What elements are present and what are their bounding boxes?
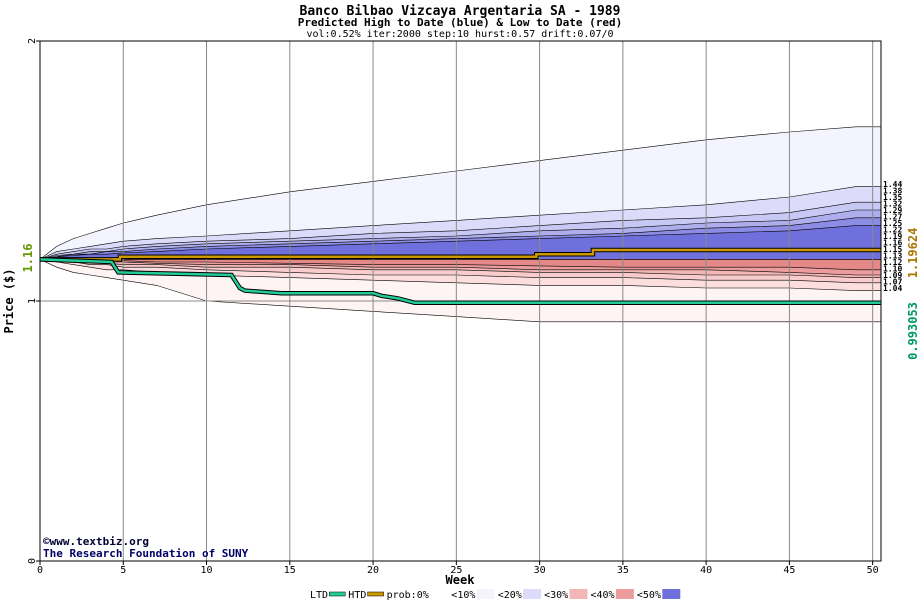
right-quantile-label: 1.44: [883, 180, 902, 189]
legend-label: prob:0%: [387, 590, 429, 600]
htd-end-label: 1.19624: [906, 228, 920, 279]
legend-swatch: [569, 589, 588, 599]
right-quantile-label: 1.10: [883, 265, 902, 274]
legend-swatch: [367, 591, 384, 597]
legend-swatch: [523, 589, 542, 599]
legend-swatch: [615, 589, 634, 599]
x-tick-label: 10: [201, 565, 213, 576]
ltd-line: [39, 258, 881, 305]
legend-label: LTD: [310, 590, 328, 600]
legend-swatch: [662, 589, 681, 599]
right-quantile-label: 1.38: [883, 187, 902, 196]
series-lines: [39, 247, 881, 306]
legend-label: <50%: [637, 590, 661, 600]
y-axis-label: Price ($): [2, 268, 16, 333]
right-quantile-label: 1.32: [883, 200, 902, 209]
ltd-end-label: 0.993053: [906, 302, 920, 360]
y-tick-label: 0: [27, 558, 38, 564]
right-quantile-label: 1.13: [883, 252, 902, 261]
legend-swatch: [476, 589, 495, 599]
chart-title: Banco Bilbao Vizcaya Argentaria SA - 198…: [300, 4, 621, 19]
legend-swatch: [430, 589, 449, 599]
x-tick-label: 30: [534, 565, 546, 576]
legend-swatch: [329, 591, 346, 597]
right-quantile-label: 1.04: [883, 284, 902, 293]
right-quantile-label: 1.35: [883, 193, 902, 202]
right-quantile-label: 1.27: [883, 213, 902, 222]
legend-label: <10%: [451, 590, 475, 600]
x-axis-ticks: 0 5 10 15 20 25 30 35 40 45 50: [37, 561, 879, 576]
y-tick-label: 2: [27, 38, 38, 44]
legend-label: <20%: [498, 590, 522, 600]
x-tick-label: 50: [867, 565, 879, 576]
htd-line: [40, 248, 881, 261]
right-quantile-label: 1.29: [883, 206, 902, 215]
y-tick-label: 1: [27, 298, 38, 304]
credit-suny: The Research Foundation of SUNY: [43, 547, 249, 560]
chart-subtitle: Predicted High to Date (blue) & Low to D…: [298, 16, 623, 29]
start-price-label: 1.16: [21, 244, 35, 273]
x-tick-label: 20: [367, 565, 379, 576]
right-quantile-label: 1.25: [883, 219, 902, 228]
right-quantile-labels: 1.441.381.351.321.291.271.251.221.191.16…: [883, 180, 902, 293]
x-axis-label: Week: [446, 573, 476, 587]
legend-label: <30%: [544, 590, 568, 600]
legend: LTD HTD prob:0% <10% <20% <30% <40% <50%: [310, 589, 681, 600]
y-axis-ticks: 0 1 2: [27, 38, 40, 564]
credit-textbiz: ©www.textbiz.org: [43, 535, 149, 548]
x-tick-label: 25: [450, 565, 462, 576]
x-tick-label: 40: [700, 565, 712, 576]
x-tick-label: 0: [37, 565, 43, 576]
plot-area: [39, 40, 882, 562]
legend-label: HTD: [348, 590, 366, 600]
right-quantile-label: 1.16: [883, 239, 902, 248]
x-tick-label: 5: [120, 565, 126, 576]
right-quantile-label: 1.07: [883, 278, 902, 287]
right-quantile-label: 1.15: [883, 245, 902, 254]
legend-label: <40%: [591, 590, 615, 600]
right-quantile-label: 1.12: [883, 258, 902, 267]
chart-params: vol:0.52% iter:2000 step:10 hurst:0.57 d…: [306, 29, 613, 40]
x-tick-label: 45: [783, 565, 795, 576]
right-quantile-label: 1.09: [883, 271, 902, 280]
x-tick-label: 35: [617, 565, 629, 576]
right-quantile-label: 1.22: [883, 226, 902, 235]
x-tick-label: 15: [284, 565, 296, 576]
right-quantile-label: 1.19: [883, 232, 902, 241]
